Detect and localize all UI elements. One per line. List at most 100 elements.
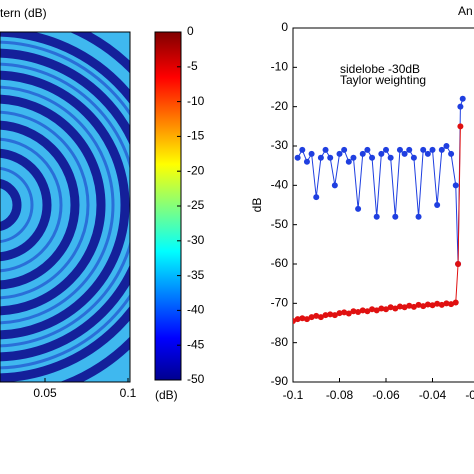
data-point: [410, 303, 417, 310]
data-point: [327, 154, 334, 161]
data-point: [420, 303, 427, 310]
x-tick-label: -0.08: [326, 388, 354, 402]
data-point: [350, 154, 357, 161]
colorbar: [154, 31, 182, 381]
data-point: [308, 314, 315, 321]
data-point: [299, 146, 306, 153]
data-point: [387, 154, 394, 161]
data-point: [359, 150, 366, 157]
data-point: [406, 146, 413, 153]
data-point: [392, 213, 399, 220]
x-tick-label: -0.06: [372, 388, 400, 402]
data-point: [448, 150, 455, 157]
data-point: [345, 158, 352, 165]
data-point: [420, 146, 427, 153]
y-tick-label: 0: [281, 20, 288, 34]
data-point: [457, 103, 464, 110]
data-point: [322, 146, 329, 153]
data-point: [317, 314, 324, 321]
y-tick-label: -70: [271, 296, 289, 310]
data-point: [457, 123, 464, 130]
data-point: [401, 304, 408, 311]
data-point: [452, 299, 459, 306]
data-point: [438, 301, 445, 308]
colorbar-tick-label: -35: [187, 268, 205, 282]
line-title: An: [458, 4, 473, 18]
heatmap-title: tern (dB): [0, 6, 47, 20]
x-tick-label: -0.04: [419, 388, 447, 402]
x-tick-label: 0.05: [33, 386, 57, 400]
colorbar-tick-label: -40: [187, 303, 205, 317]
data-point: [336, 150, 343, 157]
plot-area: [293, 95, 466, 325]
series-line: [293, 126, 461, 322]
data-point: [392, 305, 399, 312]
data-point: [341, 146, 348, 153]
data-point: [322, 312, 329, 319]
data-point: [336, 310, 343, 317]
data-point: [410, 154, 417, 161]
data-point: [378, 150, 385, 157]
data-point: [434, 202, 441, 208]
data-point: [415, 301, 422, 308]
x-tick-label: 0.1: [120, 386, 137, 400]
y-tick-label: -50: [271, 217, 289, 231]
data-point: [401, 150, 408, 157]
data-point: [355, 205, 362, 212]
data-point: [373, 213, 380, 220]
data-point: [424, 150, 431, 157]
data-point: [455, 261, 462, 267]
annotation: Taylor weighting: [340, 73, 426, 87]
line-frame: [292, 27, 474, 383]
annotation: sidelobe -30dB: [340, 62, 420, 76]
data-point: [331, 182, 338, 189]
colorbar-label: (dB): [155, 388, 178, 402]
data-point: [373, 307, 380, 314]
data-point: [355, 308, 362, 315]
data-point: [406, 302, 413, 309]
data-point: [317, 154, 324, 161]
data-point: [369, 154, 376, 161]
colorbar-tick-label: -5: [187, 59, 198, 73]
data-point: [448, 301, 455, 308]
data-point: [313, 312, 320, 319]
data-point: [396, 303, 403, 310]
data-point: [396, 146, 403, 153]
data-point: [443, 300, 450, 307]
data-point: [294, 154, 301, 161]
data-point: [378, 305, 385, 312]
colorbar-tick-label: -45: [187, 337, 205, 351]
data-point: [303, 316, 310, 323]
data-point: [443, 143, 450, 149]
heatmap-frame: [0, 31, 131, 383]
x-tick-label: -0.1: [283, 388, 304, 402]
heatmap-image: [0, 32, 130, 382]
y-tick-label: -40: [271, 178, 289, 192]
data-point: [308, 150, 315, 157]
data-point: [415, 213, 422, 220]
colorbar-tick-label: 0: [187, 24, 194, 38]
y-tick-label: -80: [271, 335, 289, 349]
colorbar-tick-label: -20: [187, 163, 205, 177]
data-point: [383, 306, 389, 313]
data-point: [364, 146, 371, 153]
data-point: [303, 158, 310, 165]
y-tick-label: -10: [271, 60, 289, 74]
y-tick-label: -30: [271, 138, 289, 152]
colorbar-tick-label: -25: [187, 198, 205, 212]
colorbar-tick-label: -15: [187, 129, 205, 143]
data-point: [331, 312, 338, 319]
data-point: [429, 146, 436, 153]
data-point: [424, 301, 431, 308]
y-axis-label: dB: [250, 198, 264, 213]
data-point: [459, 95, 466, 102]
data-point: [299, 315, 306, 322]
y-tick-label: -90: [271, 374, 289, 388]
data-point: [434, 300, 441, 307]
x-tick-label: -0.02: [465, 388, 474, 402]
data-point: [429, 302, 436, 309]
colorbar-tick-label: -50: [187, 372, 205, 386]
data-point: [294, 316, 301, 323]
data-point: [345, 310, 352, 317]
